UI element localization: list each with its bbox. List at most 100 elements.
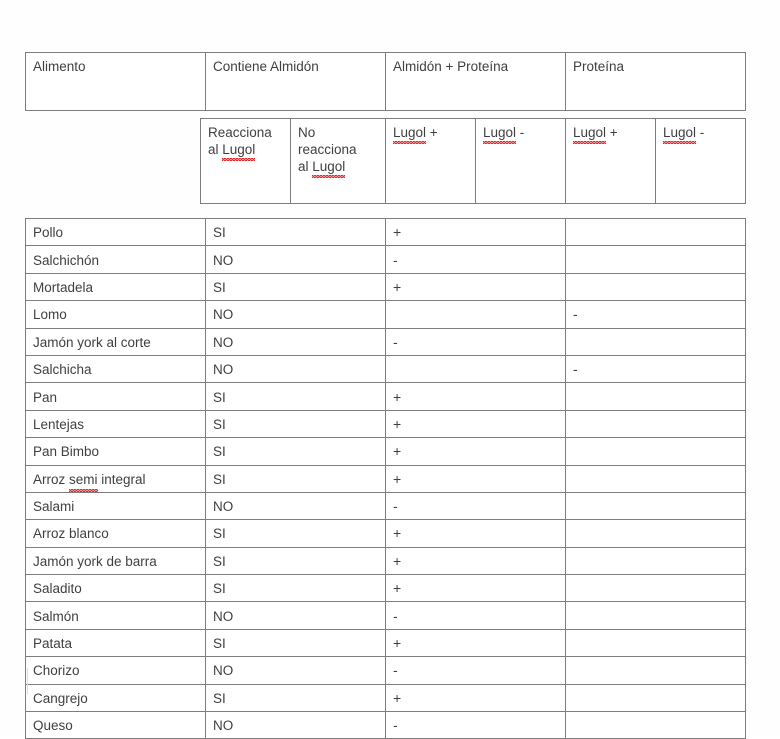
- cell-alimento: Pan: [25, 382, 206, 411]
- cell-alimento: Patata: [25, 628, 206, 658]
- misspelled-word-lugol: Lugol: [573, 125, 607, 144]
- cell-alimento: Arroz blanco: [25, 519, 206, 548]
- table-row: Cangrejo SI +: [25, 683, 746, 713]
- table-row: Reacciona al Lugol No reacciona al Lugol…: [200, 118, 746, 204]
- header-table-categories: Alimento Contiene Almidón Almidón + Prot…: [25, 52, 746, 111]
- cell-alimento: Pollo: [25, 217, 206, 247]
- cell-reacciona-lugol: NO: [205, 354, 386, 384]
- cell-almidon-proteina: +: [385, 519, 566, 548]
- cell-alimento: Salchichón: [25, 245, 206, 274]
- subheader-sign: +: [606, 125, 618, 140]
- header-cell-contiene-almidon: Contiene Almidón: [205, 52, 386, 111]
- cell-reacciona-lugol: SI: [205, 382, 386, 411]
- cell-alimento: Chorizo: [25, 656, 206, 685]
- alimento-text: Arroz: [33, 471, 70, 487]
- cell-reacciona-lugol: SI: [205, 683, 386, 713]
- misspelled-word-lugol: Lugol: [393, 125, 427, 144]
- table-row: Mortadela SI +: [25, 272, 746, 302]
- cell-almidon-proteina: [385, 354, 566, 384]
- cell-proteina: [565, 519, 746, 548]
- cell-proteina: [565, 683, 746, 713]
- cell-alimento: Jamón york de barra: [25, 546, 206, 576]
- header-cell-proteina: Proteína: [565, 52, 746, 111]
- subheader-cell-reacciona-al-lugol: Reacciona al Lugol: [200, 118, 291, 204]
- table-row: Salchicha NO -: [25, 354, 746, 384]
- cell-proteina: [565, 601, 746, 630]
- cell-almidon-proteina: -: [385, 601, 566, 630]
- subheader-line-1: No: [298, 125, 316, 140]
- cell-proteina: [565, 382, 746, 411]
- cell-alimento: Cangrejo: [25, 683, 206, 713]
- table-row: Chorizo NO -: [25, 656, 746, 685]
- cell-proteina: [565, 327, 746, 356]
- table-row: Salchichón NO -: [25, 245, 746, 274]
- cell-proteina: [565, 464, 746, 493]
- cell-proteina: [565, 546, 746, 576]
- cell-proteina: [565, 272, 746, 302]
- cell-proteina: [565, 628, 746, 658]
- cell-almidon-proteina: -: [385, 656, 566, 685]
- cell-reacciona-lugol: NO: [205, 245, 386, 274]
- cell-almidon-proteina: +: [385, 546, 566, 576]
- cell-proteina: -: [565, 300, 746, 329]
- cell-almidon-proteina: +: [385, 628, 566, 658]
- table-row: Alimento Contiene Almidón Almidón + Prot…: [25, 52, 746, 111]
- cell-almidon-proteina: -: [385, 245, 566, 274]
- cell-almidon-proteina: +: [385, 272, 566, 302]
- cell-proteina: [565, 217, 746, 247]
- subheader-sign: -: [516, 125, 525, 140]
- header-table-subcategories: Reacciona al Lugol No reacciona al Lugol…: [200, 118, 746, 204]
- cell-alimento: Salchicha: [25, 354, 206, 384]
- cell-reacciona-lugol: SI: [205, 628, 386, 658]
- cell-proteina: -: [565, 354, 746, 384]
- cell-almidon-proteina: -: [385, 711, 566, 739]
- cell-alimento: Salami: [25, 491, 206, 521]
- subheader-cell-no-reacciona-al-lugol: No reacciona al Lugol: [290, 118, 386, 204]
- cell-alimento: Saladito: [25, 574, 206, 603]
- alimento-text: integral: [97, 471, 146, 487]
- misspelled-word-lugol: Lugol: [483, 125, 517, 144]
- data-table-body: Pollo SI + Salchichón NO - Mortadela SI + Lomo NO -…: [25, 217, 746, 739]
- table-row: Pan SI +: [25, 382, 746, 411]
- cell-proteina: [565, 245, 746, 274]
- cell-almidon-proteina: +: [385, 683, 566, 713]
- misspelled-word-lugol: Lugol: [663, 125, 697, 144]
- table-row: Salami NO -: [25, 491, 746, 521]
- cell-reacciona-lugol: SI: [205, 272, 386, 302]
- table-row: Jamón york al corte NO -: [25, 327, 746, 356]
- cell-alimento: Arroz semi integral: [25, 464, 206, 493]
- cell-alimento: Jamón york al corte: [25, 327, 206, 356]
- subheader-cell-lugol-plus-2: Lugol +: [565, 118, 656, 204]
- cell-reacciona-lugol: SI: [205, 519, 386, 548]
- cell-almidon-proteina: -: [385, 327, 566, 356]
- table-row: Pollo SI +: [25, 217, 746, 247]
- cell-proteina: [565, 437, 746, 466]
- cell-reacciona-lugol: NO: [205, 601, 386, 630]
- misspelled-word-lugol: Lugol: [222, 142, 256, 161]
- cell-reacciona-lugol: NO: [205, 656, 386, 685]
- cell-reacciona-lugol: NO: [205, 327, 386, 356]
- data-table-alimentos: Pollo SI + Salchichón NO - Mortadela SI + Lomo NO -…: [25, 217, 746, 739]
- subheader-line-1: Reacciona: [208, 125, 272, 140]
- table-row: Queso NO -: [25, 711, 746, 739]
- cell-reacciona-lugol: SI: [205, 409, 386, 439]
- cell-alimento: Queso: [25, 711, 206, 739]
- cell-proteina: [565, 656, 746, 685]
- cell-reacciona-lugol: NO: [205, 491, 386, 521]
- table-row: Jamón york de barra SI +: [25, 546, 746, 576]
- cell-reacciona-lugol: NO: [205, 300, 386, 329]
- cell-alimento: Lentejas: [25, 409, 206, 439]
- subheader-cell-lugol-minus-1: Lugol -: [475, 118, 566, 204]
- header-cell-almidon-proteina: Almidón + Proteína: [385, 52, 566, 111]
- cell-alimento: Mortadela: [25, 272, 206, 302]
- cell-almidon-proteina: +: [385, 217, 566, 247]
- cell-almidon-proteina: +: [385, 382, 566, 411]
- table-row: Lentejas SI +: [25, 409, 746, 439]
- table-row: Arroz semi integral SI +: [25, 464, 746, 493]
- cell-proteina: [565, 491, 746, 521]
- subheader-sign: -: [696, 125, 705, 140]
- cell-proteina: [565, 574, 746, 603]
- cell-almidon-proteina: +: [385, 574, 566, 603]
- table-row: Saladito SI +: [25, 574, 746, 603]
